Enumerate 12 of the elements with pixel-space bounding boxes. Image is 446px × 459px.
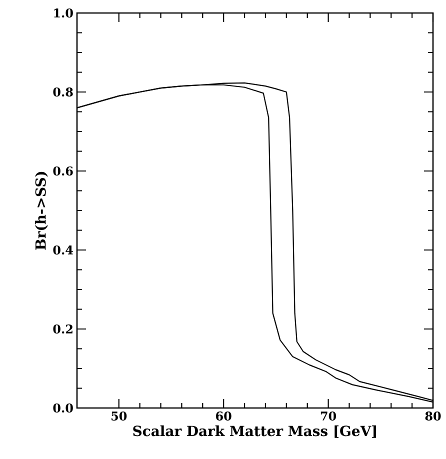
y-tick-label: 1.0 [54, 8, 73, 18]
x-tick-label: 80 [425, 412, 441, 421]
x-tick-label: 60 [216, 412, 232, 421]
y-tick-label: 0.6 [53, 166, 73, 176]
x-tick-label: 70 [320, 412, 336, 421]
y-tick-label: 0.4 [53, 245, 73, 255]
y-tick-label: 0.2 [53, 324, 72, 334]
x-tick-label: 50 [112, 412, 127, 421]
y-tick-label: 0.8 [53, 87, 73, 97]
x-axis-title: Scalar Dark Matter Mass [GeV] [133, 425, 376, 438]
y-axis-title: Br(h->SS) [35, 172, 48, 250]
y-tick-label: 0.0 [53, 403, 73, 413]
